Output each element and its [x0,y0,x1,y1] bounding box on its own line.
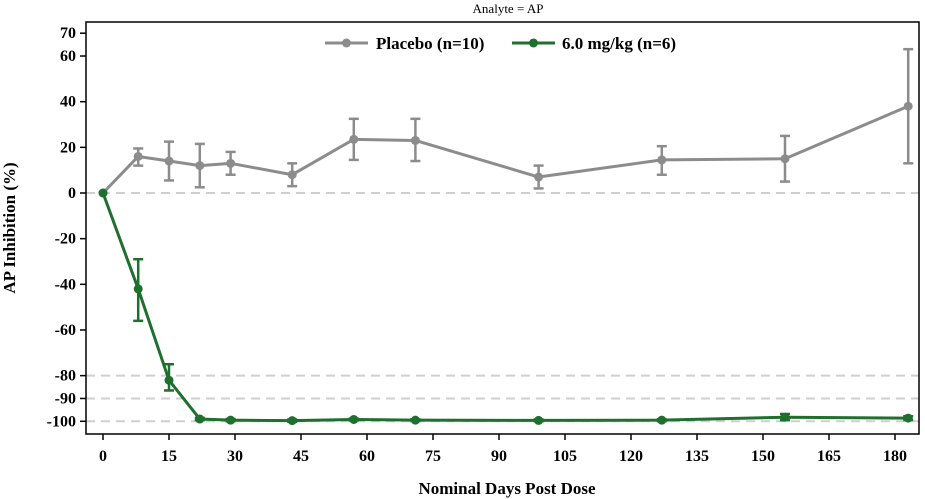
plot-frame [85,21,920,435]
data-point [287,416,297,426]
x-tick-label: 90 [491,448,507,465]
data-point [133,151,143,161]
data-point [903,413,913,423]
series-line [101,192,909,423]
y-tick-label: 70 [60,25,76,42]
x-tick-label: 135 [685,448,709,465]
x-tick-label: 30 [227,448,243,465]
data-point [164,375,174,385]
y-tick-label: -80 [55,368,76,385]
data-point [410,415,420,425]
data-point [195,161,205,171]
y-tick-label: -100 [47,413,76,430]
legend-placebo-marker [342,38,351,48]
x-tick-label: 150 [751,448,775,465]
y-tick-label: 40 [60,94,76,111]
y-tick-label: 60 [60,48,76,65]
x-tick-label: 60 [359,448,375,465]
data-point [534,415,544,425]
x-axis-title: Nominal Days Post Dose [418,479,596,498]
data-point [780,154,790,164]
y-tick-label: 20 [60,139,76,156]
data-point [133,284,143,294]
x-tick-label: 0 [99,448,107,465]
data-point [349,134,359,144]
data-point [226,158,236,168]
data-point [349,414,359,424]
reference-lines [86,192,919,423]
x-tick-label: 75 [425,448,441,465]
x-tick-label: 45 [293,448,309,465]
data-point [98,188,108,198]
y-tick-label: -40 [55,276,76,293]
data-point [287,170,297,180]
x-tick-label: 165 [817,448,841,465]
legend: Placebo (n=10) 6.0 mg/kg (n=6) [325,34,676,53]
series-line [101,104,909,195]
series-group [98,47,914,426]
dose-series [98,188,914,426]
y-tick-label: 0 [68,185,76,202]
data-point [534,172,544,182]
x-tick-label: 120 [619,448,643,465]
x-tick-label: 15 [161,448,177,465]
data-point [195,414,205,424]
x-axis: 0 15 30 45 60 75 90 105 120 135 150 165 180 [99,434,907,465]
data-point [410,135,420,145]
chart-subtitle: Analyte = AP [473,1,544,16]
data-point [780,412,790,422]
data-point [903,101,913,111]
y-tick-label: -90 [55,390,76,407]
legend-dose-marker [529,38,538,48]
x-tick-label: 105 [553,448,577,465]
data-point [657,155,667,165]
y-axis: 70 60 40 20 0 -20 -40 -60 -80 -90 -100 [47,25,86,430]
legend-dose-label: 6.0 mg/kg (n=6) [562,34,676,53]
y-tick-label: -20 [55,231,76,248]
legend-placebo-label: Placebo (n=10) [376,34,484,53]
y-tick-label: -60 [55,322,76,339]
data-point [226,415,236,425]
y-axis-title: AP Inhibition (%) [0,162,19,293]
x-tick-label: 180 [883,448,907,465]
placebo-series [98,47,914,198]
data-point [164,156,174,166]
data-point [657,415,667,425]
